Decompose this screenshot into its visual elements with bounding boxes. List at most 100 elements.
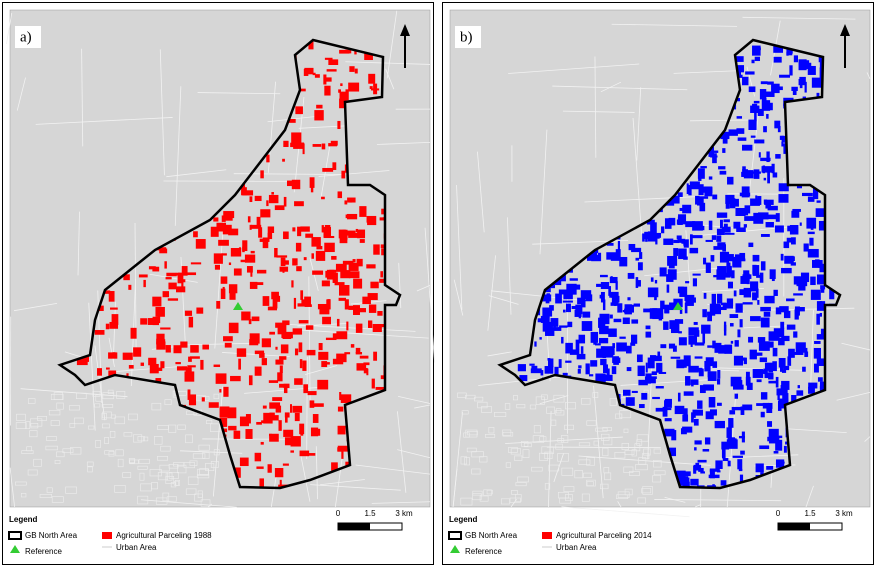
parcel — [819, 226, 823, 229]
parcel — [692, 273, 701, 276]
urban-line — [244, 386, 322, 394]
parcel — [239, 457, 249, 467]
parcel — [819, 67, 823, 79]
parcel — [729, 314, 739, 318]
parcel — [277, 372, 283, 382]
parcel — [781, 369, 787, 373]
parcel — [248, 375, 253, 386]
urban-block — [505, 462, 511, 468]
parcel — [722, 135, 728, 144]
urban-block — [50, 393, 64, 400]
parcel — [307, 391, 317, 396]
parcel — [308, 40, 314, 50]
parcel — [267, 226, 275, 233]
parcel — [310, 427, 319, 437]
parcel — [619, 256, 628, 267]
urban-block — [485, 434, 496, 438]
urban-line — [611, 23, 738, 27]
parcel — [661, 226, 665, 234]
parcel — [799, 222, 802, 226]
parcel — [294, 201, 304, 207]
parcel — [713, 274, 724, 278]
parcel — [375, 324, 386, 328]
parcel — [694, 356, 703, 359]
parcel — [318, 343, 323, 351]
parcel — [721, 441, 730, 450]
parcel — [159, 248, 168, 254]
parcel — [813, 363, 819, 373]
parcel — [697, 459, 707, 463]
urban-line — [836, 392, 871, 401]
parcel — [338, 229, 346, 239]
parcel — [229, 291, 236, 300]
parcel — [712, 153, 717, 164]
parcel — [530, 368, 542, 374]
parcel — [349, 66, 355, 72]
parcel — [346, 321, 349, 331]
parcel — [325, 337, 337, 341]
parcel — [133, 347, 142, 357]
urban-block — [162, 492, 170, 502]
urban-line — [398, 262, 402, 309]
parcel — [561, 336, 564, 344]
urban-block — [56, 451, 65, 458]
parcel — [750, 135, 756, 138]
parcel — [188, 316, 194, 328]
urban-block — [37, 416, 47, 421]
urban-block — [494, 412, 507, 417]
parcel — [363, 367, 368, 374]
urban-line — [77, 211, 80, 276]
parcel — [250, 333, 254, 342]
parcel — [569, 349, 580, 355]
parcel — [576, 284, 581, 290]
parcel — [639, 404, 645, 409]
parcel — [519, 375, 528, 382]
urban-line — [397, 411, 407, 493]
urban-block — [511, 490, 518, 495]
parcel — [798, 307, 805, 312]
parcel — [152, 316, 159, 326]
parcel — [781, 380, 790, 390]
parcel — [753, 100, 760, 104]
parcel — [76, 355, 88, 366]
urban-block — [465, 429, 478, 438]
urban-line — [477, 151, 485, 233]
parcel — [531, 365, 538, 370]
parcel — [651, 371, 657, 376]
parcel — [807, 248, 819, 258]
parcel — [678, 214, 687, 225]
parcel — [727, 300, 731, 305]
urban-block — [504, 403, 511, 410]
parcel — [312, 72, 316, 76]
parcel — [768, 331, 780, 341]
scale-label: 3 km — [835, 509, 853, 518]
urban-block — [532, 435, 545, 443]
parcel — [339, 235, 348, 244]
urban-block — [565, 494, 573, 501]
parcel — [692, 221, 703, 231]
urban-block — [54, 460, 61, 464]
parcel — [269, 402, 281, 409]
parcel — [200, 359, 204, 370]
parcel — [303, 384, 309, 394]
urban-block — [578, 459, 591, 465]
parcel — [580, 290, 592, 300]
parcel — [128, 284, 132, 290]
parcel — [156, 338, 165, 345]
urban-block — [510, 448, 522, 455]
parcel — [280, 257, 286, 267]
urban-block — [104, 450, 115, 455]
parcel — [728, 129, 738, 136]
legend-swatch — [102, 532, 112, 539]
parcel — [763, 177, 767, 181]
urban-block — [177, 464, 187, 474]
legend-item: Urban Area — [116, 543, 157, 552]
urban-block — [523, 442, 532, 448]
parcel — [275, 405, 282, 413]
parcel — [673, 248, 679, 256]
urban-block — [74, 417, 84, 425]
parcel — [368, 304, 377, 313]
urban-block — [546, 406, 555, 414]
parcel — [813, 347, 821, 359]
